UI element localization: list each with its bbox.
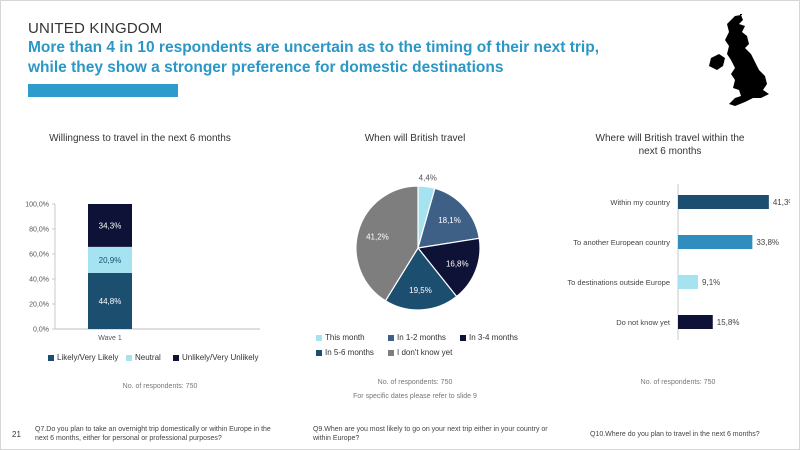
chart1-title: Willingness to travel in the next 6 mont… [49,133,231,144]
chart1-ytick-label: 20,0% [29,302,49,309]
question-q10: Q10.Where do you plan to travel in the n… [590,431,760,438]
chart2-data-label: 41,2% [366,232,389,241]
question-q9: Q9.When are you most likely to go on you… [313,426,548,442]
chart2-legend-item: In 3-4 months [460,333,518,342]
chart2-note-specific-dates: For specific dates please refer to slide… [353,393,477,400]
chart2-data-label: 18,1% [438,216,461,225]
chart2-legend-swatch [388,349,394,356]
chart3-category-label: Within my country [610,198,670,207]
chart2-slice-1 [417,187,480,249]
chart2-data-label: 16,8% [446,259,469,268]
chart1-legend-swatch [173,354,179,361]
chart3-value-label: 33,8% [756,238,779,247]
chart1-data-label: 20,9% [99,256,122,265]
page-number: 21 [12,430,21,439]
chart2-legend-label: This month [325,333,365,342]
chart1-legend-label: Neutral [135,353,161,362]
headline: More than 4 in 10 respondents are uncert… [28,39,600,76]
question-q7: Q7.Do you plan to take an overnight trip… [35,426,271,442]
chart2-legend-swatch [460,334,466,341]
chart2-legend-item: I don't know yet [388,348,452,357]
chart1-legend-label: Likely/Very Likely [57,353,119,362]
chart2-legend: This month In 1-2 months In 3-4 months In 5… [316,333,546,363]
chart2-legend-item: In 5-6 months [316,348,374,357]
chart2-pie: 4,4% 18,1% 16,8% 19,5% 41,2% [355,174,481,311]
chart3-horizontal-bar: Within my country 41,3% To another Europea… [567,184,790,340]
chart2-data-label: 4,4% [419,174,437,183]
chart1-data-label: 44,8% [99,297,122,306]
chart2-legend-item: This month [316,333,365,342]
chart1-ytick-label: 80,0% [29,227,49,234]
chart3-title: Where will British travel within the nex… [595,133,745,157]
chart1-legend-label: Unlikely/Very Unlikely [182,353,259,362]
accent-bar [28,84,178,97]
chart2-slice-2 [416,237,481,298]
chart2-legend-label: In 3-4 months [469,333,518,342]
chart3-value-label: 15,8% [717,318,740,327]
chart2-title: When will British travel [364,133,466,144]
chart1-data-label: 34,3% [99,221,122,230]
uk-map-icon [709,14,769,106]
chart3-category-label: To destinations outside Europe [567,278,670,287]
chart1-note: No. of respondents: 750 [122,383,198,390]
chart3-bar-0 [678,195,769,209]
chart1-legend-item: Neutral [126,353,161,362]
chart1-segment-1 [88,246,132,273]
chart1-ytick-label: 60,0% [29,252,49,259]
chart2-legend-item: In 1-2 months [388,333,446,342]
chart1-legend-item: Unlikely/Very Unlikely [173,353,258,362]
chart3-category-label: Do not know yet [616,318,671,327]
chart1-ytick-label: 100,0% [25,202,49,209]
chart1-segment-0 [88,273,132,329]
chart2-slice-3 [384,246,458,311]
chart2-legend-swatch [316,334,322,341]
chart2-legend-label: I don't know yet [397,348,453,357]
chart1-ytick-label: 0,0% [33,327,49,334]
chart2-legend-swatch [316,349,322,356]
chart3-value-label: 41,3% [773,198,790,207]
chart1-category-label: Wave 1 [98,335,122,342]
chart1-legend-swatch [126,354,132,361]
chart3-bar-1 [678,235,753,249]
chart1-stacked-bar: 0,0% 20,0% 40,0% 60,0% 80,0% 100,0% 44,8% 20,9%… [25,202,260,342]
chart3-note: No. of respondents: 750 [640,379,716,386]
chart1-legend-swatch [48,354,54,361]
chart2-data-label: 19,5% [409,286,432,295]
chart1-legend-item: Likely/Very Likely [48,353,118,362]
chart2-legend-swatch [388,334,394,341]
chart2-legend-label: In 1-2 months [397,333,446,342]
chart1-ytick-label: 40,0% [29,277,49,284]
chart1-legend: Likely/Very Likely Neutral Unlikely/Very U… [48,353,278,365]
chart3-value-label: 9,1% [702,278,720,287]
chart2-slice-4 [355,185,419,302]
chart3-bar-3 [678,315,713,329]
chart3-bar-2 [678,275,699,289]
chart2-note: No. of respondents: 750 [377,379,453,386]
chart3-category-label: To another European country [573,238,670,247]
chart1-segment-2 [88,204,132,247]
chart2-legend-label: In 5-6 months [325,348,374,357]
country-label: UNITED KINGDOM [28,20,163,37]
